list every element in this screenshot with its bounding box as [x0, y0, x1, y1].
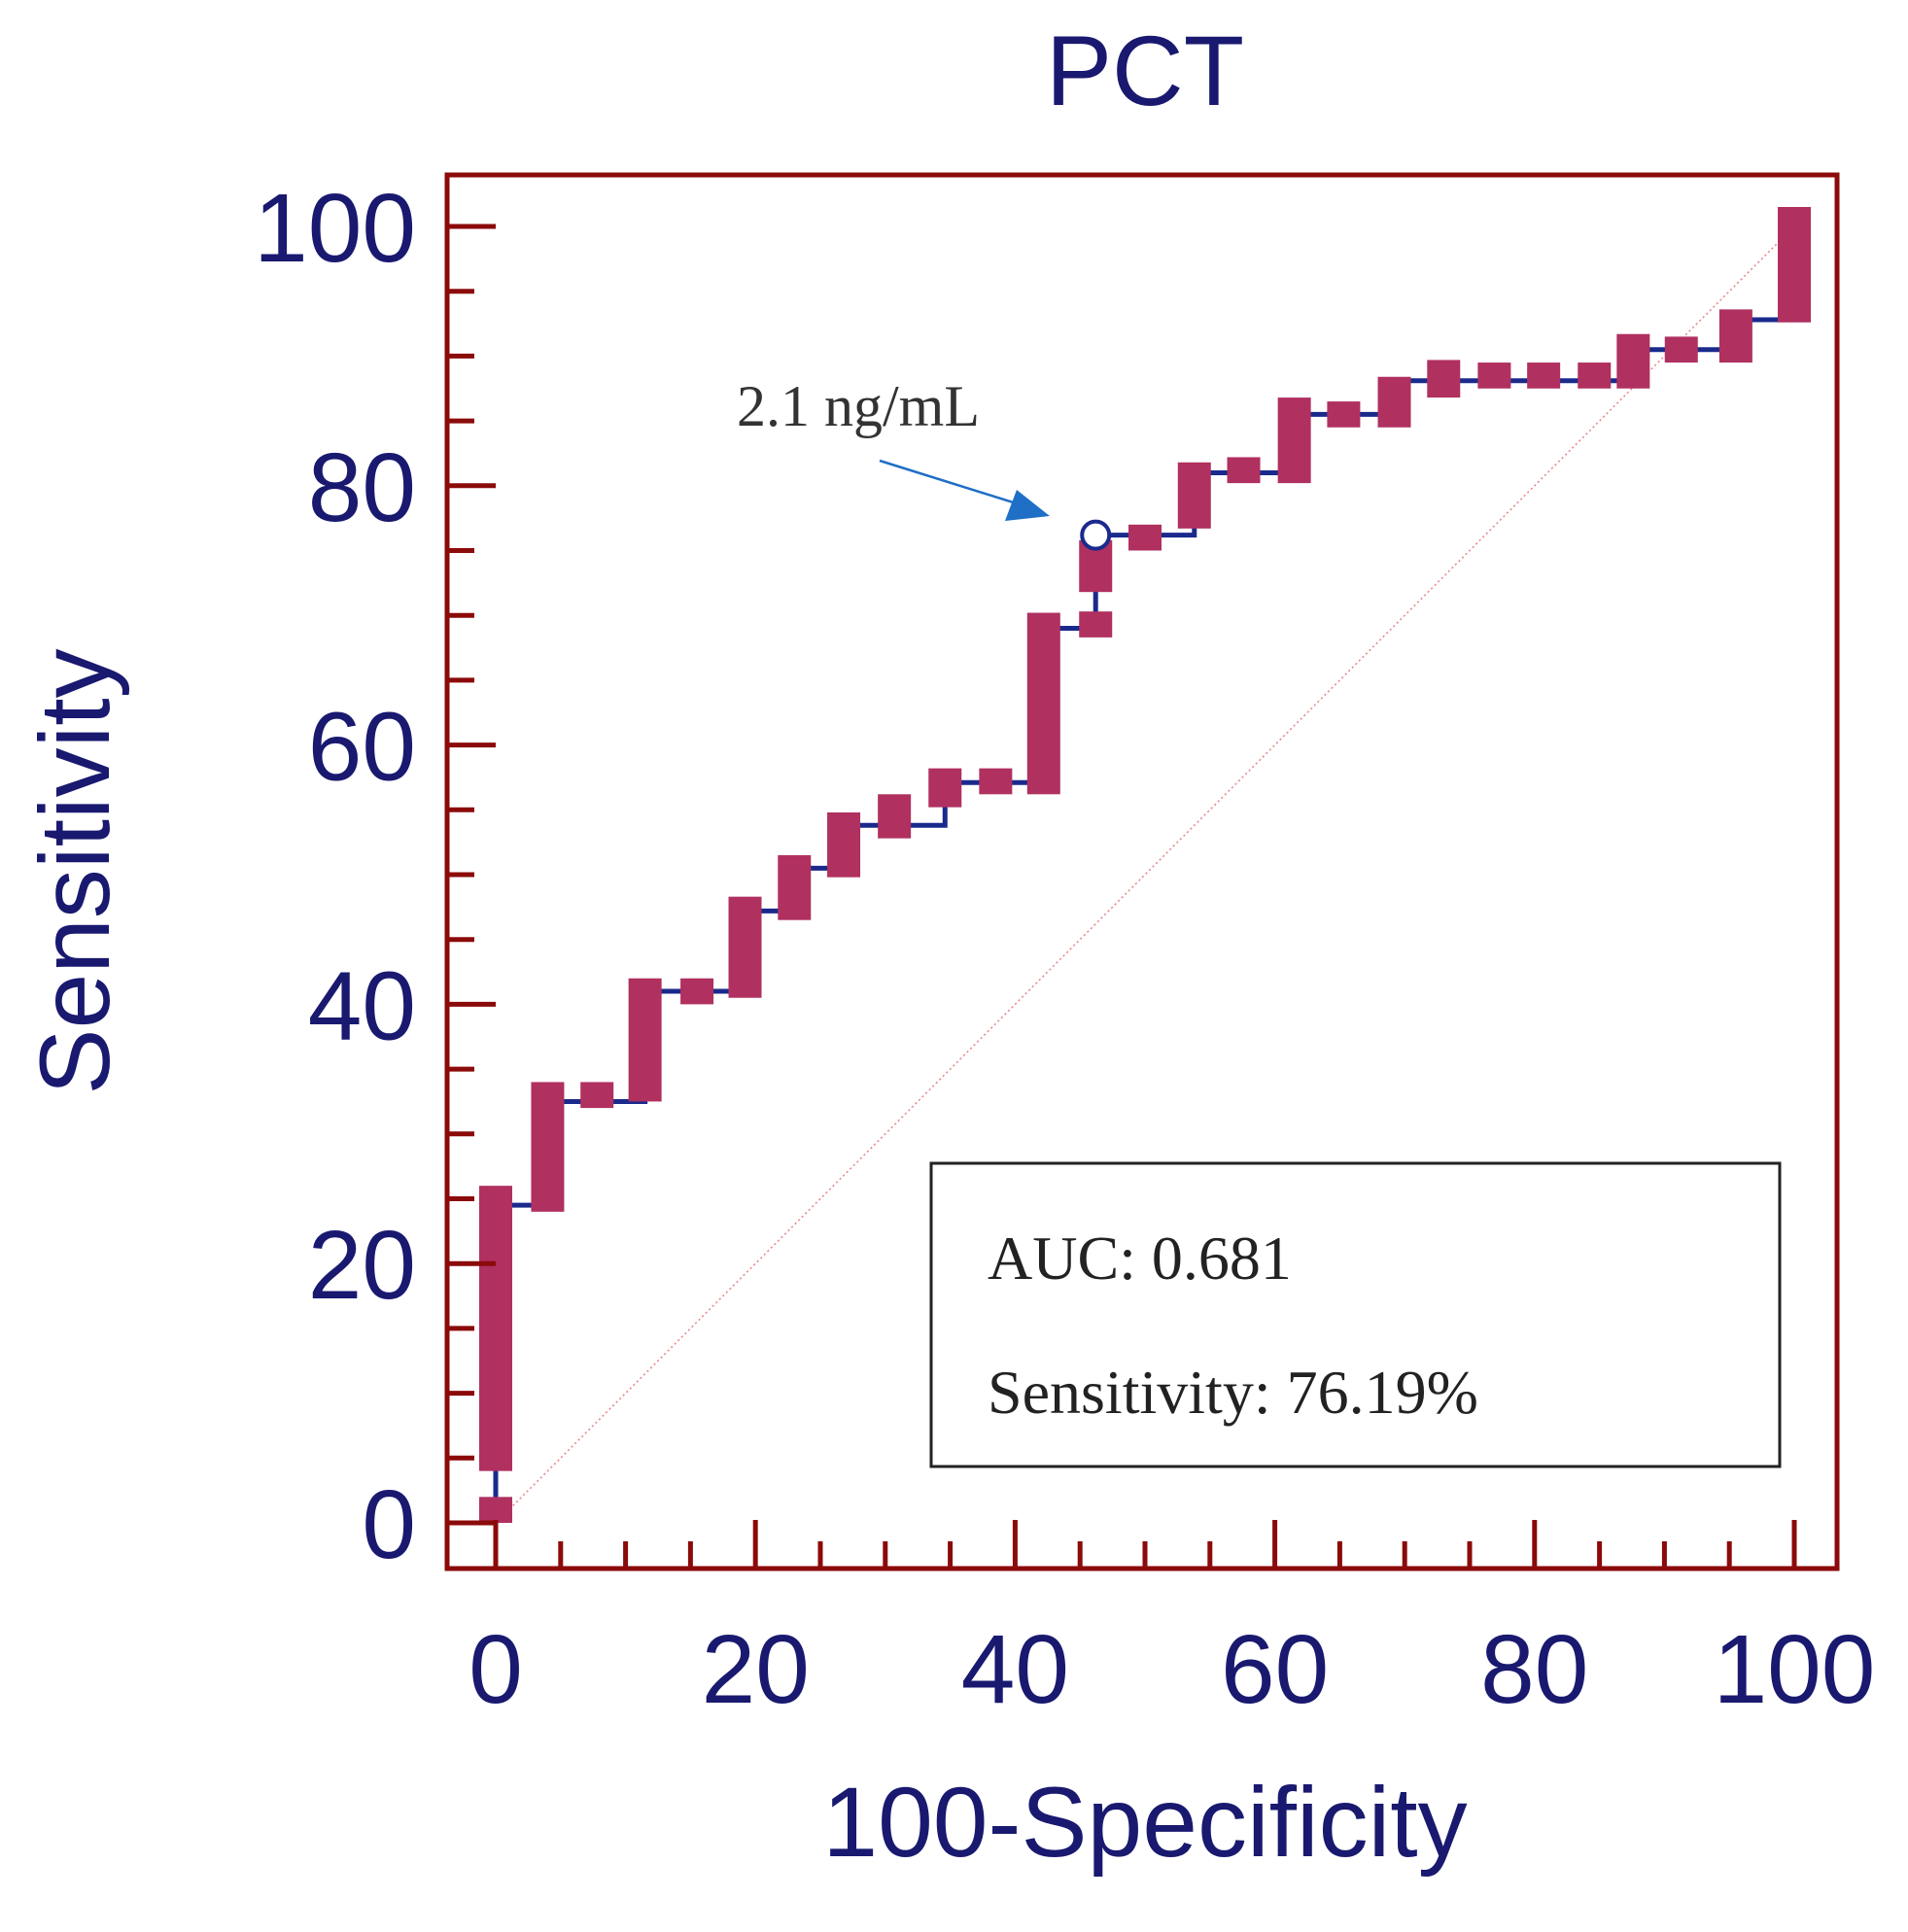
annotation-arrow	[879, 459, 1023, 507]
ci-bar	[979, 768, 1013, 795]
x-tick-label: 60	[1221, 1615, 1329, 1724]
info-box-frame	[929, 1161, 1782, 1468]
ci-bar	[479, 1186, 512, 1471]
info-box: AUC: 0.681 Sensitivity: 76.19%	[929, 1161, 1782, 1468]
sensitivity-label: Sensitivity: 76.19%	[988, 1358, 1478, 1427]
marker-layer	[1080, 519, 1112, 551]
ci-bar	[680, 978, 714, 1005]
ci-bar	[1527, 362, 1561, 389]
optimal-point-marker	[1080, 519, 1112, 551]
ci-bar	[1227, 457, 1261, 484]
ci-bar	[1664, 336, 1698, 363]
ci-bar	[928, 768, 962, 808]
ci-bar	[1578, 362, 1612, 389]
ci-bar	[1718, 309, 1752, 363]
ci-bar	[1778, 206, 1811, 323]
x-tick-label: 100	[1714, 1615, 1876, 1724]
ci-bar	[1128, 524, 1162, 551]
x-tick-label: 0	[468, 1615, 523, 1724]
x-tick-label: 40	[961, 1615, 1069, 1724]
ci-bar	[1277, 397, 1311, 484]
ci-bar	[580, 1082, 614, 1109]
y-tick-label: 0	[362, 1470, 416, 1579]
y-tick-label: 20	[308, 1211, 416, 1320]
ci-bar	[1427, 360, 1461, 398]
annotation-layer: 2.1 ng/mL	[737, 374, 1050, 521]
annotation-arrowhead	[1005, 490, 1050, 521]
y-tick-label: 100	[254, 174, 416, 283]
x-tick-label: 20	[702, 1615, 810, 1724]
y-tick-label: 80	[308, 433, 416, 542]
annotation-label: 2.1 ng/mL	[737, 374, 980, 438]
x-tick-label: 80	[1480, 1615, 1588, 1724]
ci-bar	[628, 978, 662, 1102]
chart-title: PCT	[1046, 16, 1244, 126]
ci-bar	[778, 854, 812, 920]
y-axis-label: Sensitivity	[19, 648, 130, 1094]
y-tick-label: 40	[308, 951, 416, 1060]
auc-label: AUC: 0.681	[988, 1224, 1292, 1293]
ci-bar	[1616, 333, 1650, 389]
ci-bar	[1377, 376, 1411, 428]
ci-bar	[1477, 362, 1511, 389]
ci-bar	[531, 1082, 565, 1212]
ci-bar	[479, 1497, 512, 1523]
ci-bar	[827, 811, 861, 878]
ci-bar	[1327, 401, 1361, 428]
ci-bar	[1177, 462, 1211, 529]
ci-bar	[728, 896, 762, 998]
tick-layer	[447, 224, 1797, 1569]
ci-bar	[1026, 612, 1060, 795]
ci-bar	[1079, 611, 1113, 638]
tick-label-layer: 0 20 40 60 80 100 0 20 40 60 80 100	[254, 174, 1875, 1724]
ci-bar	[878, 794, 912, 839]
plot-frame	[444, 172, 1840, 1571]
y-tick-label: 60	[308, 693, 416, 802]
x-axis-label: 100-Specificity	[822, 1767, 1467, 1878]
ci-bars-layer	[479, 206, 1811, 1523]
